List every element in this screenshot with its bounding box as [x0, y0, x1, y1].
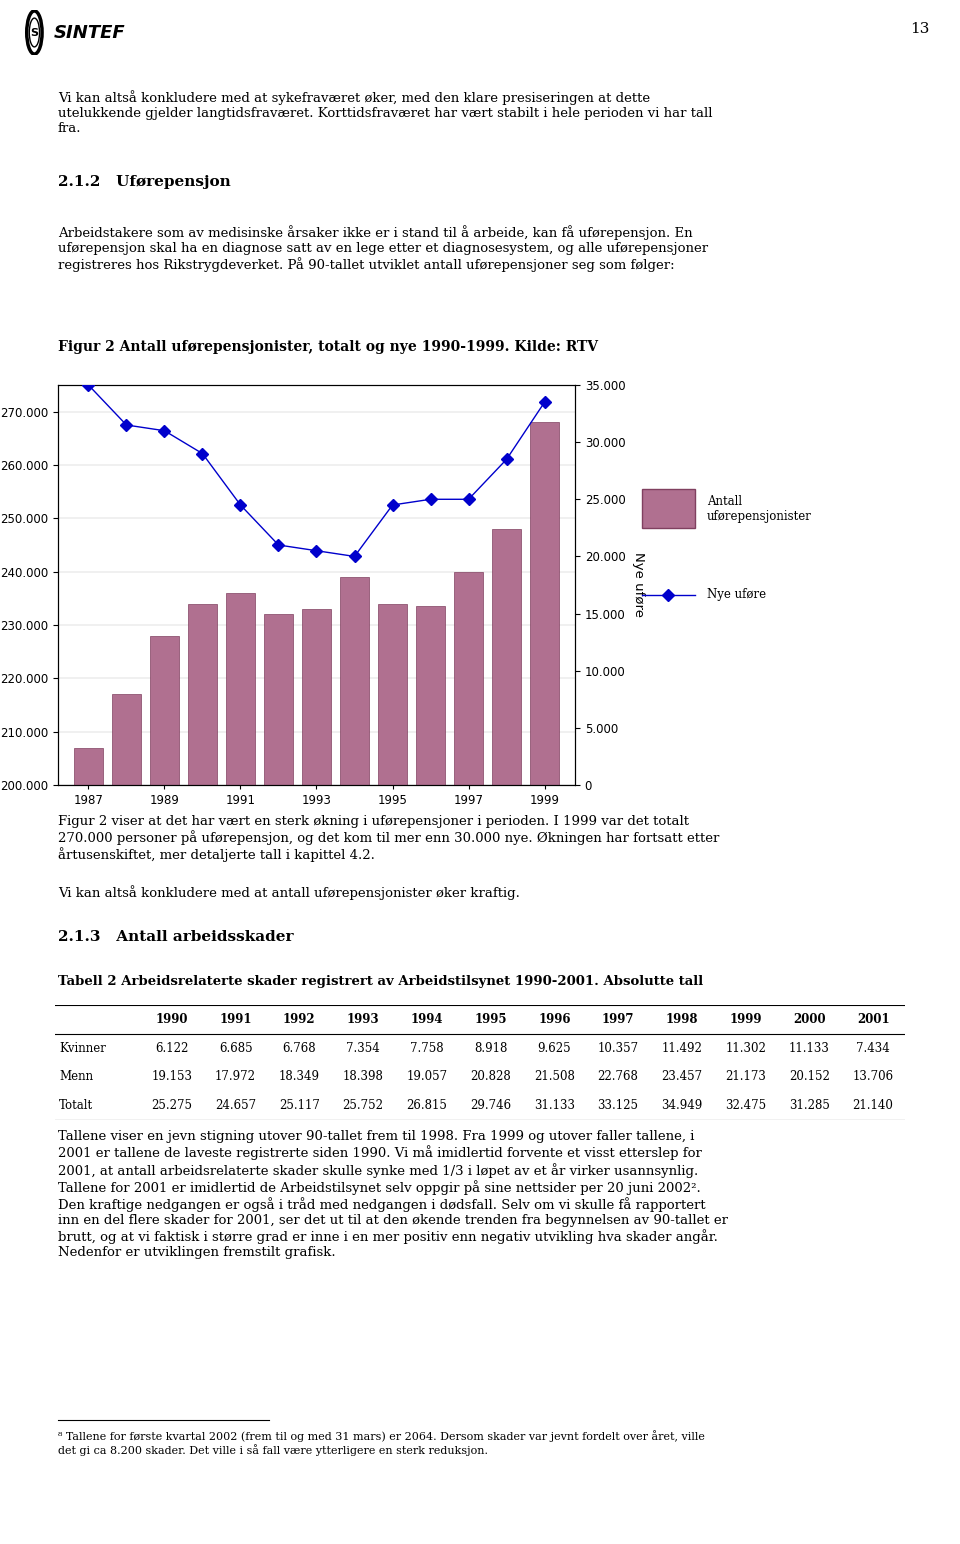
- Text: Kvinner: Kvinner: [60, 1042, 107, 1055]
- Bar: [302, 608, 331, 1544]
- Bar: [112, 695, 141, 1544]
- Text: 31.133: 31.133: [534, 1099, 575, 1112]
- Text: 17.972: 17.972: [215, 1070, 256, 1084]
- Text: 22.768: 22.768: [598, 1070, 638, 1084]
- Text: 6.768: 6.768: [282, 1042, 316, 1055]
- Text: 9.625: 9.625: [538, 1042, 571, 1055]
- Text: 1991: 1991: [220, 1013, 252, 1025]
- Text: Figur 2 Antall uførepensjonister, totalt og nye 1990-1999. Kilde: RTV: Figur 2 Antall uførepensjonister, totalt…: [58, 340, 598, 354]
- Text: 1994: 1994: [411, 1013, 444, 1025]
- Text: Antall
uførepensjonister: Antall uførepensjonister: [707, 494, 811, 522]
- Text: 29.746: 29.746: [470, 1099, 511, 1112]
- Text: Totalt: Totalt: [60, 1099, 93, 1112]
- Bar: [264, 615, 293, 1544]
- Text: 25.752: 25.752: [343, 1099, 384, 1112]
- Text: 1999: 1999: [730, 1013, 762, 1025]
- Text: Vi kan altså konkludere med at antall uførepensjonister øker kraftig.: Vi kan altså konkludere med at antall uf…: [58, 885, 520, 900]
- Text: 1992: 1992: [283, 1013, 316, 1025]
- Text: 1998: 1998: [665, 1013, 698, 1025]
- Text: 26.815: 26.815: [406, 1099, 447, 1112]
- FancyBboxPatch shape: [642, 489, 695, 528]
- Bar: [530, 423, 559, 1544]
- Bar: [417, 607, 444, 1544]
- Text: 23.457: 23.457: [661, 1070, 703, 1084]
- Text: 2.1.3   Antall arbeidsskader: 2.1.3 Antall arbeidsskader: [58, 929, 294, 943]
- Text: S: S: [31, 28, 38, 37]
- Text: 19.057: 19.057: [406, 1070, 447, 1084]
- Text: 7.434: 7.434: [856, 1042, 890, 1055]
- Text: 19.153: 19.153: [152, 1070, 192, 1084]
- Text: 32.475: 32.475: [725, 1099, 766, 1112]
- Text: Menn: Menn: [60, 1070, 93, 1084]
- Text: Tallene viser en jevn stigning utover 90-tallet frem til 1998. Fra 1999 og utove: Tallene viser en jevn stigning utover 90…: [58, 1130, 728, 1260]
- Text: Arbeidstakere som av medisinske årsaker ikke er i stand til å arbeide, kan få uf: Arbeidstakere som av medisinske årsaker …: [58, 225, 708, 272]
- Bar: [454, 571, 483, 1544]
- Text: 25.275: 25.275: [152, 1099, 192, 1112]
- Text: 1990: 1990: [156, 1013, 188, 1025]
- Text: 2000: 2000: [793, 1013, 826, 1025]
- Text: SINTEF: SINTEF: [54, 23, 125, 42]
- Text: 24.657: 24.657: [215, 1099, 256, 1112]
- Text: 11.492: 11.492: [661, 1042, 703, 1055]
- Bar: [378, 604, 407, 1544]
- Text: 10.357: 10.357: [597, 1042, 638, 1055]
- Text: 21.140: 21.140: [852, 1099, 894, 1112]
- Text: 1997: 1997: [602, 1013, 635, 1025]
- Text: 2.1.2   Uførepensjon: 2.1.2 Uførepensjon: [58, 174, 230, 188]
- Text: 25.117: 25.117: [279, 1099, 320, 1112]
- Bar: [340, 577, 369, 1544]
- Text: Vi kan altså konkludere med at sykefraværet øker, med den klare presiseringen at: Vi kan altså konkludere med at sykefravæ…: [58, 90, 712, 134]
- Text: ⁸ Tallene for første kvartal 2002 (frem til og med 31 mars) er 2064. Dersom skad: ⁸ Tallene for første kvartal 2002 (frem …: [58, 1430, 705, 1456]
- Bar: [188, 604, 217, 1544]
- Bar: [492, 530, 521, 1544]
- Text: 18.398: 18.398: [343, 1070, 384, 1084]
- Text: 13.706: 13.706: [852, 1070, 894, 1084]
- Text: Figur 2 viser at det har vært en sterk økning i uførepensjoner i perioden. I 199: Figur 2 viser at det har vært en sterk ø…: [58, 815, 719, 863]
- Text: 20.828: 20.828: [470, 1070, 511, 1084]
- Text: Tabell 2 Arbeidsrelaterte skader registrert av Arbeidstilsynet 1990-2001. Absolu: Tabell 2 Arbeidsrelaterte skader registr…: [58, 974, 704, 988]
- Text: 21.508: 21.508: [534, 1070, 575, 1084]
- Text: 1996: 1996: [539, 1013, 570, 1025]
- Bar: [150, 636, 179, 1544]
- Text: 20.152: 20.152: [789, 1070, 829, 1084]
- Text: 8.918: 8.918: [474, 1042, 507, 1055]
- Text: 2001: 2001: [857, 1013, 889, 1025]
- Text: 7.354: 7.354: [347, 1042, 380, 1055]
- Text: 6.685: 6.685: [219, 1042, 252, 1055]
- Text: 31.285: 31.285: [789, 1099, 829, 1112]
- Text: 1993: 1993: [347, 1013, 379, 1025]
- Text: 34.949: 34.949: [661, 1099, 703, 1112]
- Bar: [74, 747, 103, 1544]
- Text: 11.302: 11.302: [725, 1042, 766, 1055]
- Text: 11.133: 11.133: [789, 1042, 829, 1055]
- Text: 21.173: 21.173: [725, 1070, 766, 1084]
- Text: 18.349: 18.349: [278, 1070, 320, 1084]
- Bar: [227, 593, 254, 1544]
- Text: Nye uføre: Nye uføre: [707, 588, 766, 602]
- Text: 13: 13: [910, 22, 929, 36]
- Text: 1995: 1995: [474, 1013, 507, 1025]
- Text: 7.758: 7.758: [410, 1042, 444, 1055]
- Text: 33.125: 33.125: [598, 1099, 638, 1112]
- Text: 6.122: 6.122: [156, 1042, 188, 1055]
- Y-axis label: Nye uføre: Nye uføre: [632, 553, 645, 618]
